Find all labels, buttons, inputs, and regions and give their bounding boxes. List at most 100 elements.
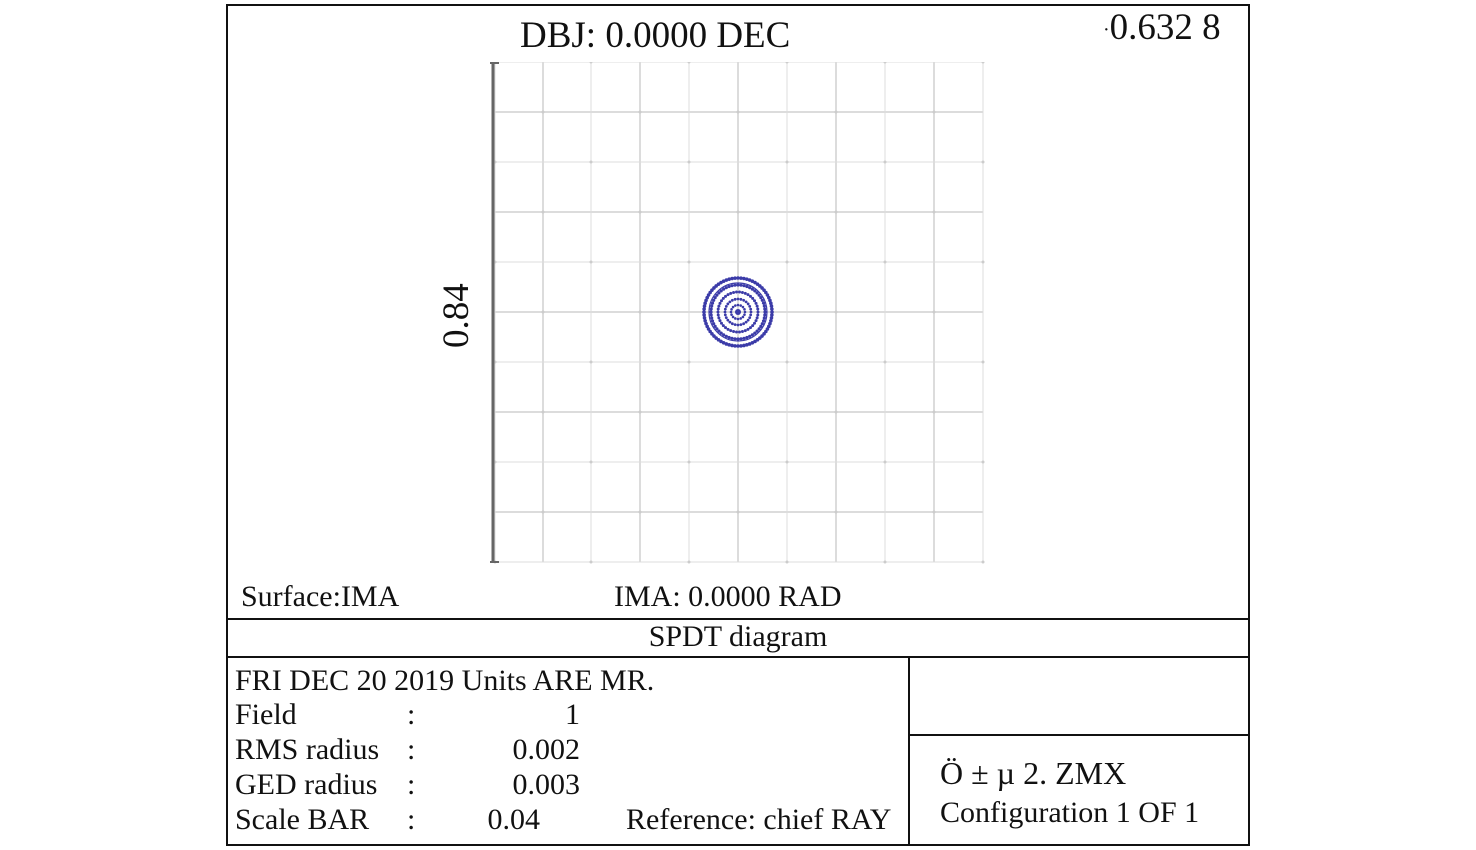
spot-ray-point	[736, 323, 740, 327]
grid-dot	[541, 310, 545, 314]
grid-dot	[638, 210, 642, 214]
field-key: Field	[235, 698, 297, 731]
spot-ray-point	[739, 297, 743, 301]
spot-ray-point	[749, 307, 753, 311]
spot-ray-point	[733, 276, 737, 280]
reference-label: Reference: chief RAY	[626, 803, 892, 836]
spot-ray-point	[730, 343, 734, 348]
spot-ray-point	[730, 322, 734, 326]
spot-ray-point	[729, 291, 733, 295]
spot-ray-point	[731, 315, 735, 319]
divider-file-box	[908, 734, 1248, 736]
spot-ray-point	[710, 319, 715, 323]
grid-dot	[589, 160, 593, 164]
ged-radius-value: 0.003	[512, 768, 581, 801]
spot-ray-point	[716, 310, 720, 314]
spot-ray-point	[733, 323, 737, 327]
grid-dot	[883, 260, 887, 264]
spot-ray-point	[770, 310, 774, 314]
spot-ray-point	[744, 320, 748, 324]
grid-dot	[981, 260, 985, 264]
grid-dot	[981, 560, 985, 564]
grid-dot	[785, 160, 789, 164]
spot-ray-point	[739, 323, 743, 327]
spot-ray-point	[755, 316, 759, 320]
grid-dot	[687, 260, 691, 264]
spot-ray-point	[742, 284, 746, 288]
spot-ray-point	[730, 298, 734, 302]
spot-ray-point	[703, 319, 707, 323]
spot-ray-point	[761, 301, 766, 305]
spot-ray-point	[769, 301, 773, 305]
spot-ray-point	[756, 307, 760, 311]
spot-ray-point	[750, 341, 755, 345]
spot-ray-point	[730, 284, 734, 288]
field-colon: :	[407, 698, 416, 731]
file-name: Ö ± µ 2. ZMX	[940, 755, 1127, 791]
grid-dot	[687, 160, 691, 164]
spot-ray-point	[736, 344, 740, 348]
spot-ray-point	[732, 291, 736, 294]
scale-bar-value-text: 0.04	[487, 803, 541, 836]
diagram-caption: SPDT diagram	[648, 620, 828, 653]
spot-ray-point	[734, 317, 737, 320]
spot-ray-point	[763, 313, 767, 317]
spot-ray-point	[748, 334, 752, 338]
spot-ray-point	[719, 289, 723, 293]
spot-ray-point	[736, 303, 740, 307]
spot-ray-point	[747, 278, 752, 282]
spot-ray-point	[710, 304, 714, 308]
spot-ray-point	[717, 329, 721, 333]
configuration-label: Configuration 1 OF 1	[940, 796, 1200, 829]
grid-dot	[834, 110, 838, 114]
ged-radius-colon: :	[407, 768, 416, 801]
spot-ray-point	[705, 324, 709, 329]
spot-ray-point	[726, 327, 730, 331]
spot-ray-point	[743, 313, 746, 316]
spot-ray-point	[769, 316, 774, 320]
grid-dot	[687, 460, 691, 464]
spot-ray-point	[726, 302, 730, 306]
spot-ray-point	[768, 298, 772, 303]
spot-ray-point	[753, 321, 757, 325]
spot-ray-point	[740, 330, 744, 333]
grid-dot	[589, 360, 593, 364]
spot-ray-point	[750, 333, 754, 337]
spot-ray-point	[724, 334, 728, 338]
grid-dot	[687, 560, 691, 564]
spot-ray-point	[716, 307, 720, 311]
spot-ray-point	[768, 321, 772, 326]
spot-ray-point	[743, 308, 746, 311]
date-units-line: FRI DEC 20 2019 Units ARE MR.	[235, 664, 655, 697]
spot-ray-point	[719, 321, 723, 325]
spot-ray-point	[769, 319, 773, 323]
spot-ray-point	[757, 327, 761, 331]
spot-ray-point	[724, 326, 728, 330]
spot-ray-point	[740, 291, 744, 294]
spot-ray-point	[733, 297, 737, 301]
field-value: 1	[565, 698, 580, 731]
spot-ray-point	[704, 298, 708, 303]
spot-ray-point	[721, 279, 726, 283]
spot-ray-point	[748, 294, 752, 298]
spot-ray-point	[748, 326, 752, 330]
spot-ray-point	[727, 343, 731, 347]
spot-ray-point	[727, 284, 731, 289]
spot-ray-point	[722, 333, 726, 337]
spot-ray-point	[736, 317, 740, 321]
spot-ray-point	[749, 310, 753, 314]
spot-ray-point	[736, 337, 740, 341]
wavelength-dot: ·	[1103, 19, 1110, 42]
spot-ray-point	[769, 304, 774, 308]
spot-ray-point	[759, 324, 763, 328]
spot-ray-point	[724, 316, 728, 320]
spot-ray-point	[754, 301, 758, 305]
spot-ray-point	[724, 286, 728, 290]
spot-ray-point	[757, 293, 761, 297]
grid-dot	[834, 210, 838, 214]
spot-ray-point	[702, 307, 706, 311]
spot-ray-point	[760, 298, 764, 302]
spot-ray-point	[703, 301, 707, 305]
spot-diagram-svg	[490, 62, 985, 564]
spot-ray-point	[733, 337, 737, 341]
